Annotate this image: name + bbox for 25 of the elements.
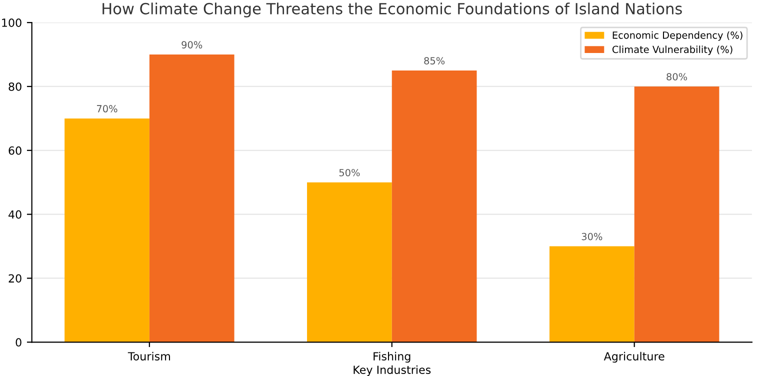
data-label: 50% <box>339 168 360 176</box>
y-tick-label: 80 <box>8 82 22 91</box>
legend-label: Climate Vulnerability (%) <box>612 46 732 55</box>
x-tick-label: Tourism <box>128 352 170 360</box>
x-tick-label: Fishing <box>374 352 410 363</box>
y-tick-label: 40 <box>8 210 22 219</box>
chart-title: How Climate Change Threatens the Economic Foundations of Island Nations <box>102 2 682 18</box>
data-label: 85% <box>424 57 445 64</box>
y-tick-label: 100 <box>2 18 22 27</box>
legend-label: Economic Dependency (%) <box>612 31 742 41</box>
y-tick-label: 60 <box>8 146 22 155</box>
bar <box>307 182 392 342</box>
x-tick-label: Agriculture <box>604 352 664 363</box>
data-label: 70% <box>96 105 118 112</box>
bar <box>549 246 634 342</box>
y-tick-label: 20 <box>8 274 22 283</box>
data-label: 30% <box>582 232 602 240</box>
bar <box>634 86 720 342</box>
data-label: 80% <box>666 73 688 80</box>
bar <box>149 54 234 342</box>
x-axis-title: Key Industries <box>354 365 431 376</box>
y-tick-label: 0 <box>16 338 22 347</box>
bar <box>392 70 477 342</box>
data-label: 90% <box>182 41 202 48</box>
bar <box>64 118 150 342</box>
